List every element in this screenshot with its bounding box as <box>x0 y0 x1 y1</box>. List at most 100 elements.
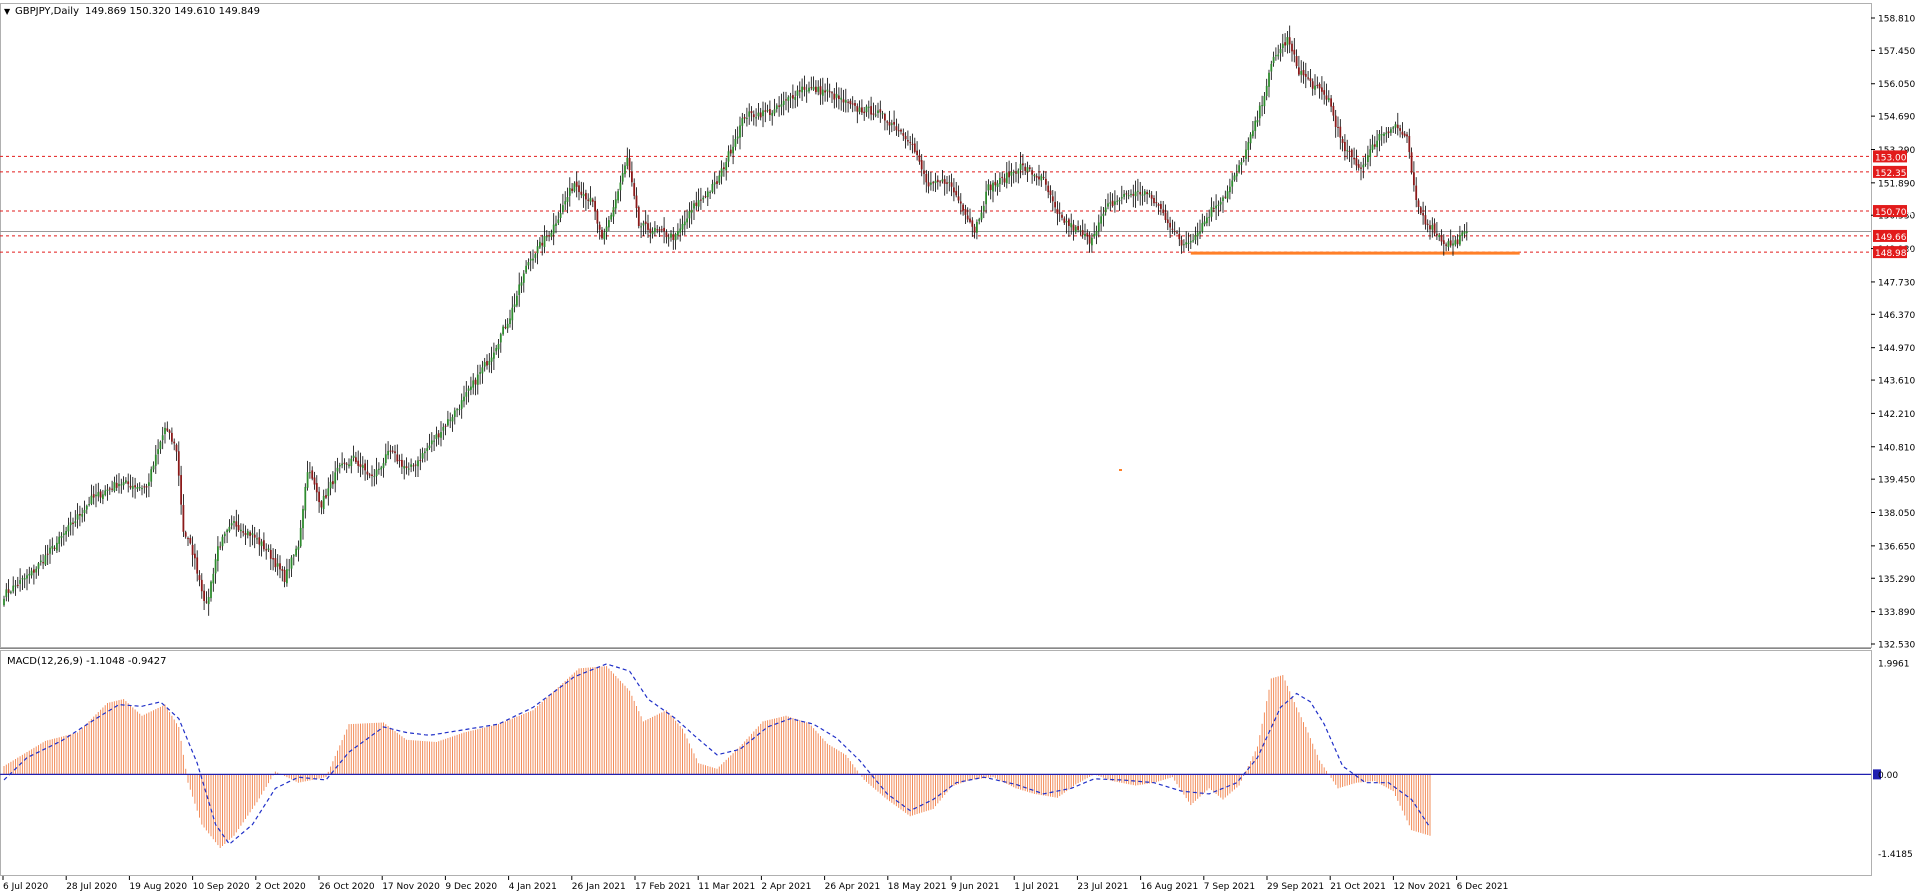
time-tick-label: 1 Jul 2021 <box>1014 882 1059 892</box>
candle-body <box>134 485 136 488</box>
candle-body <box>1017 170 1020 174</box>
candle-body <box>355 457 357 463</box>
candle-body <box>746 117 748 119</box>
candle-body <box>102 494 104 500</box>
candle-body <box>292 555 295 557</box>
candle-body <box>1180 239 1183 246</box>
candle-body <box>1355 158 1358 166</box>
candle-body <box>706 191 709 198</box>
candle-body <box>368 474 371 476</box>
macd-tick-label: 1.9961 <box>1878 660 1910 670</box>
time-tick-label: 26 Oct 2020 <box>319 882 375 892</box>
time-tick-label: 19 Aug 2020 <box>129 882 187 892</box>
candle-body <box>458 409 461 411</box>
candle-body <box>1337 126 1339 128</box>
candle-body <box>265 549 268 551</box>
candle-body <box>723 167 725 170</box>
candle-body <box>660 229 663 231</box>
candle-body <box>1256 120 1259 123</box>
candle-body <box>1392 127 1395 129</box>
price-tick-label: 147.730 <box>1878 278 1915 288</box>
time-tick-label: 2 Apr 2021 <box>761 882 811 892</box>
candle-body <box>621 173 624 182</box>
candle-body <box>479 372 481 374</box>
candle-body <box>865 106 868 113</box>
candle-body <box>900 129 902 132</box>
candle-body <box>394 451 396 454</box>
candle-body <box>256 538 258 540</box>
candle-body <box>833 93 836 100</box>
candle-body <box>65 531 67 535</box>
candle-body <box>1456 239 1459 245</box>
candle-body <box>978 219 981 222</box>
candle-body <box>451 417 454 422</box>
candle-body <box>1293 49 1296 55</box>
candle-body <box>219 546 222 548</box>
candle-body <box>725 161 728 171</box>
candle-body <box>582 194 585 197</box>
macd-tick-label: -1.4185 <box>1878 850 1913 860</box>
candle-body <box>909 142 912 144</box>
candle-body <box>1196 232 1199 237</box>
candle-body <box>1102 213 1105 217</box>
candle-body <box>106 489 109 491</box>
candle-body <box>398 459 401 461</box>
candle-body <box>1238 165 1240 172</box>
candle-body <box>62 533 65 536</box>
candle-body <box>1235 173 1238 177</box>
time-tick-label: 29 Sep 2021 <box>1267 882 1324 892</box>
candle-body <box>566 197 569 202</box>
candle-body <box>228 526 231 532</box>
candle-body <box>920 160 923 170</box>
candle-body <box>389 450 392 452</box>
candle-body <box>644 221 647 224</box>
candle-body <box>939 181 941 183</box>
candle-body <box>755 117 757 119</box>
level-tag-text-3: 150.706 <box>1875 208 1912 218</box>
macd-label: MACD(12,26,9) -1.1048 -0.9427 <box>7 656 167 667</box>
candle-body <box>1410 152 1413 173</box>
header-triangle-icon[interactable]: ▼ <box>4 7 11 16</box>
candle-body <box>223 533 226 537</box>
candle-body <box>948 182 951 184</box>
candle-body <box>851 103 854 105</box>
candle-body <box>214 559 217 574</box>
candle-body <box>7 589 10 593</box>
candle-body <box>283 569 286 583</box>
candle-body <box>99 491 102 498</box>
candle-body <box>97 492 100 497</box>
candle-body <box>1104 207 1107 213</box>
time-tick-label: 11 Mar 2021 <box>698 882 755 892</box>
candle-body <box>104 490 107 496</box>
candle-body <box>1118 199 1121 202</box>
candle-body <box>982 205 985 212</box>
candle-body <box>1010 171 1013 176</box>
candle-body <box>1415 185 1418 201</box>
candle-body <box>1376 140 1378 148</box>
candle-body <box>1229 186 1231 193</box>
candle-body <box>1399 128 1401 131</box>
candle-body <box>794 97 797 100</box>
candle-body <box>260 541 263 547</box>
candle-body <box>168 430 171 433</box>
candle-body <box>773 109 776 114</box>
candle-body <box>1079 230 1082 232</box>
candle-body <box>290 557 293 569</box>
candle-body <box>1171 228 1174 230</box>
candle-body <box>1344 141 1346 152</box>
candle-body <box>396 454 399 462</box>
candle-body <box>1111 200 1114 206</box>
candle-body <box>90 495 93 504</box>
candle-body <box>1277 54 1280 57</box>
candle-body <box>575 181 578 187</box>
candle-body <box>1233 175 1236 180</box>
candle-body <box>980 212 983 220</box>
candle-body <box>953 187 955 193</box>
candle-body <box>120 484 123 486</box>
candle-body <box>145 486 148 488</box>
candle-body <box>552 224 555 234</box>
candle-body <box>481 367 484 374</box>
candle-body <box>971 220 974 227</box>
candle-body <box>890 123 893 125</box>
